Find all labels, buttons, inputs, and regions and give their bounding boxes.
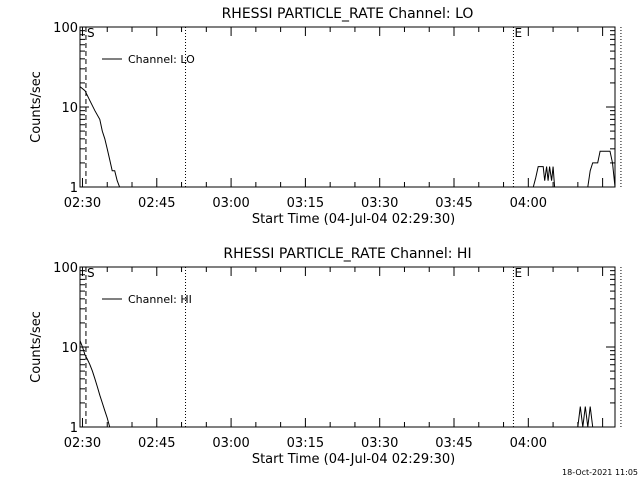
y-axis-label: Counts/sec xyxy=(29,311,44,383)
x-tick-label: 03:45 xyxy=(435,196,472,211)
x-tick-label: 04:00 xyxy=(510,196,547,211)
x-tick-label: 03:00 xyxy=(212,436,249,451)
series-line xyxy=(79,340,594,428)
series-line xyxy=(79,86,616,188)
plot-frame xyxy=(79,26,616,188)
marker-label: E xyxy=(514,26,522,40)
x-axis-label: Start Time (04-Jul-04 02:29:30) xyxy=(252,212,455,227)
marker-label: S xyxy=(87,266,95,280)
panel-hi: RHESSI PARTICLE_RATE Channel: HI 1 10 100 Co… xyxy=(29,246,622,467)
y-tick-label: 100 xyxy=(53,21,78,36)
x-tick-label: 02:45 xyxy=(138,196,175,211)
x-tick-label: 03:30 xyxy=(361,436,398,451)
y-tick-label: 1 xyxy=(70,181,78,196)
x-axis-label: Start Time (04-Jul-04 02:29:30) xyxy=(252,452,455,467)
x-tick-label: 03:45 xyxy=(435,436,472,451)
y-axis-label: Counts/sec xyxy=(29,71,44,143)
x-tick-label: 03:15 xyxy=(287,436,324,451)
legend-label: Channel: HI xyxy=(128,293,192,306)
x-tick-label: 03:00 xyxy=(212,196,249,211)
x-tick-label: 02:30 xyxy=(64,436,101,451)
chart-title: RHESSI PARTICLE_RATE Channel: HI xyxy=(223,246,471,262)
x-tick-label: 02:30 xyxy=(64,196,101,211)
x-tick-label: 03:30 xyxy=(361,196,398,211)
y-tick-label: 100 xyxy=(53,261,78,276)
x-tick-label: 04:00 xyxy=(510,436,547,451)
chart-title: RHESSI PARTICLE_RATE Channel: LO xyxy=(222,6,474,22)
x-tick-label: 03:15 xyxy=(287,196,324,211)
y-tick-label: 10 xyxy=(61,101,78,116)
panel-lo: RHESSI PARTICLE_RATE Channel: LO 1 10 100 Co… xyxy=(29,6,622,227)
x-tick-label: 02:45 xyxy=(138,436,175,451)
legend-label: Channel: LO xyxy=(128,53,195,66)
y-tick-label: 10 xyxy=(61,341,78,356)
plot-frame xyxy=(79,266,616,428)
marker-label: E xyxy=(514,266,522,280)
y-tick-label: 1 xyxy=(70,421,78,436)
footer-timestamp: 18-Oct-2021 11:05 xyxy=(562,468,638,477)
marker-label: S xyxy=(87,26,95,40)
